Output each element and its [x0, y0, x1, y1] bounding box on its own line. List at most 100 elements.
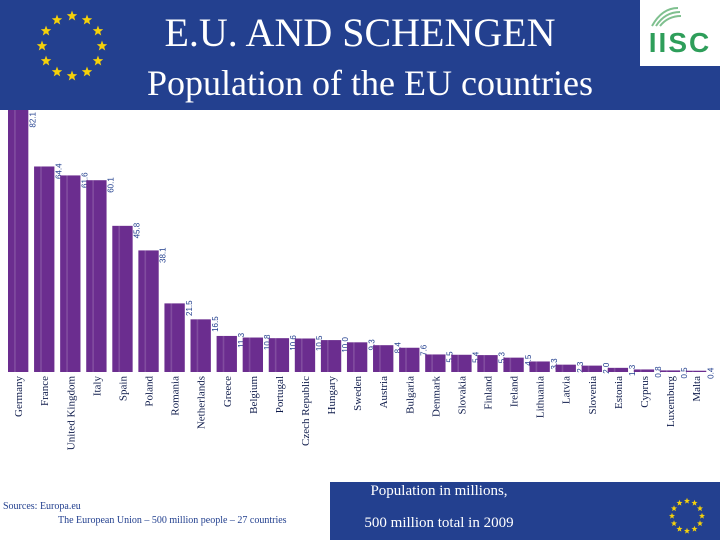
- chart-caption: Population in millions,: [370, 483, 508, 499]
- data-label: 2.3: [576, 361, 585, 373]
- bar-highlight: [274, 338, 277, 372]
- category-label: Portugal: [274, 376, 286, 413]
- bar-group: 5.3 Finland: [477, 352, 507, 410]
- top-star-4: [92, 55, 104, 66]
- category-label: Finland: [483, 376, 495, 410]
- data-label: 10.5: [315, 335, 324, 351]
- logo-text: IISC: [648, 27, 712, 58]
- category-label: Luxemburg: [665, 376, 677, 428]
- data-label: 0.8: [654, 366, 663, 378]
- data-label: 0.4: [706, 367, 715, 379]
- top-star-6: [66, 70, 78, 81]
- bar-group: 5.5 Denmark: [425, 351, 455, 417]
- data-label: 64.4: [54, 163, 63, 179]
- bar-highlight: [118, 225, 121, 372]
- category-label: United Kingdom: [65, 376, 77, 451]
- bar-group: 9.3 Sweden: [346, 339, 376, 411]
- data-label: 5.3: [498, 352, 507, 364]
- category-label: Netherlands: [196, 376, 208, 429]
- data-label: 0.5: [680, 367, 689, 379]
- bar-highlight: [248, 337, 251, 372]
- category-label: Ireland: [509, 376, 521, 408]
- category-label: Lithuania: [535, 376, 547, 418]
- bar-group: 61.6 United Kingdom: [60, 172, 89, 450]
- bar-group: 21.5 Romania: [164, 300, 194, 416]
- bottom-star-11: [676, 499, 683, 506]
- bar-poland: [138, 250, 159, 372]
- data-label: 10.0: [341, 337, 350, 353]
- data-label: 5.4: [472, 351, 481, 363]
- bar-estonia: [607, 367, 629, 372]
- category-label: Latvia: [561, 376, 573, 404]
- data-label: 82.1: [28, 111, 37, 127]
- category-label: Slovakia: [456, 376, 468, 415]
- data-label: 21.5: [185, 300, 194, 316]
- data-label: 60.1: [107, 177, 116, 193]
- bar-group: 82.1 Germany: [8, 110, 37, 417]
- data-label: 3.3: [550, 358, 559, 370]
- category-label: Belgium: [248, 376, 260, 414]
- top-star-8: [40, 55, 52, 66]
- bar-france: [34, 166, 55, 372]
- bar-highlight: [66, 175, 68, 372]
- category-label: Bulgaria: [404, 376, 416, 414]
- sources-box: Sources: Europa.eu The European Union – …: [0, 500, 330, 540]
- bar-denmark: [425, 354, 446, 372]
- bar-highlight: [196, 319, 199, 372]
- bar-highlight: [222, 335, 225, 372]
- data-label: 10.8: [263, 334, 272, 350]
- bar-greece: [216, 335, 237, 372]
- bar-group: 45.8 Spain: [112, 222, 142, 401]
- bar-group: 7.6 Bulgaria: [399, 344, 428, 414]
- bar-sweden: [346, 342, 368, 372]
- category-label: Malta: [691, 376, 703, 402]
- total-note: 500 million total in 2009: [364, 515, 514, 531]
- bar-belgium: [242, 337, 264, 372]
- data-label: 7.6: [419, 344, 428, 356]
- data-label: 45.8: [133, 222, 142, 238]
- bar-lithuania: [529, 361, 550, 372]
- data-label: 1.3: [628, 364, 637, 376]
- bar-slovenia: [581, 365, 602, 372]
- bar-romania: [164, 303, 185, 372]
- top-star-5: [81, 66, 93, 77]
- data-label: 61.6: [80, 172, 89, 188]
- bar-highlight: [509, 357, 512, 372]
- data-label: 2.0: [602, 362, 611, 374]
- bar-highlight: [40, 166, 42, 372]
- bar-group: 11.3 Greece: [216, 332, 246, 407]
- top-star-7: [51, 66, 63, 77]
- bar-highlight: [300, 338, 303, 372]
- top-star-11: [51, 14, 63, 25]
- top-star-1: [81, 14, 93, 25]
- data-label: 10.6: [289, 335, 298, 351]
- bottom-star-10: [670, 505, 678, 512]
- bar-group: 10.6 Portugal: [268, 335, 298, 413]
- data-label: 9.3: [367, 339, 376, 351]
- top-star-0: [66, 10, 78, 21]
- category-label: Austria: [378, 376, 390, 409]
- sources-line: Sources: Europa.eu: [3, 501, 81, 512]
- bar-germany: [8, 110, 29, 372]
- bar-group: 38.1 Poland: [138, 247, 168, 407]
- category-label: Estonia: [613, 376, 625, 409]
- data-label: 16.5: [211, 316, 220, 332]
- bar-highlight: [483, 355, 486, 372]
- sources-subline: The European Union – 500 million people …: [58, 515, 287, 526]
- category-label: Slovenia: [587, 376, 599, 415]
- bar-highlight: [665, 370, 668, 372]
- category-label: Denmark: [430, 376, 442, 417]
- bar-highlight: [14, 110, 16, 372]
- bar-group: 10.0 Hungary: [320, 337, 350, 415]
- bar-highlight: [692, 370, 694, 372]
- iisc-logo: IISC: [640, 0, 720, 66]
- bar-highlight: [405, 347, 407, 372]
- eu-stars-small-icon: [668, 497, 706, 534]
- bottom-star-1: [691, 499, 698, 506]
